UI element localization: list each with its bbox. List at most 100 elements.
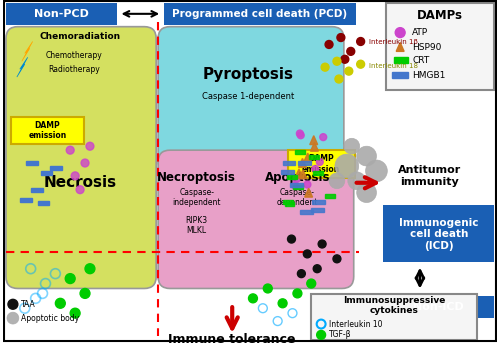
Polygon shape (17, 57, 28, 77)
Bar (20, 197, 32, 202)
Circle shape (344, 138, 360, 154)
Circle shape (56, 298, 66, 308)
Text: Immunosuppressive
cytokines: Immunosuppressive cytokines (343, 296, 446, 315)
Circle shape (248, 294, 258, 303)
Bar (282, 161, 296, 165)
Polygon shape (396, 42, 404, 51)
Text: Non-ICD: Non-ICD (414, 302, 464, 312)
Polygon shape (298, 159, 306, 167)
Circle shape (345, 67, 352, 75)
Bar (386, 3, 494, 90)
Bar (294, 185, 304, 189)
Text: Caspase-
dependent: Caspase- dependent (276, 188, 318, 207)
Polygon shape (299, 170, 307, 179)
Text: DAMPs: DAMPs (416, 9, 463, 22)
FancyBboxPatch shape (158, 27, 344, 173)
Circle shape (329, 173, 345, 189)
FancyBboxPatch shape (158, 150, 354, 288)
Circle shape (337, 34, 345, 42)
Bar (384, 205, 494, 262)
Circle shape (304, 181, 311, 188)
Circle shape (320, 134, 326, 141)
Circle shape (264, 284, 272, 293)
Circle shape (316, 330, 326, 339)
Bar (309, 155, 319, 159)
Circle shape (356, 60, 364, 68)
Circle shape (335, 75, 343, 83)
Text: Apoptotic body: Apoptotic body (21, 314, 79, 323)
Circle shape (313, 265, 321, 273)
Bar (312, 171, 322, 175)
Bar (11, 117, 84, 144)
Bar (284, 202, 294, 206)
Circle shape (321, 63, 329, 71)
Text: DAMP
emission: DAMP emission (302, 154, 341, 174)
Circle shape (298, 132, 304, 139)
Bar (281, 170, 294, 174)
Text: Necrosis: Necrosis (44, 175, 117, 190)
Circle shape (333, 255, 341, 263)
Bar (312, 294, 477, 340)
Text: Caspase-
independent: Caspase- independent (172, 188, 221, 207)
Circle shape (316, 159, 323, 166)
Bar (394, 57, 408, 63)
Circle shape (80, 288, 90, 298)
Circle shape (293, 176, 300, 183)
Circle shape (288, 235, 296, 243)
Circle shape (356, 183, 376, 203)
Bar (392, 72, 408, 78)
Text: ATP: ATP (412, 28, 428, 37)
Bar (164, 3, 356, 25)
Circle shape (278, 299, 287, 308)
Text: Antitumor
immunity: Antitumor immunity (398, 165, 462, 187)
Text: TAA: TAA (21, 300, 35, 309)
Circle shape (318, 240, 326, 248)
Circle shape (307, 279, 316, 288)
Bar (40, 171, 52, 175)
Circle shape (395, 28, 405, 37)
Text: TGF-β: TGF-β (329, 330, 351, 339)
Polygon shape (304, 188, 312, 197)
Circle shape (366, 160, 388, 182)
Text: Caspase 1-dependent: Caspase 1-dependent (202, 92, 294, 101)
Bar (296, 150, 306, 154)
Bar (38, 201, 50, 204)
Bar (287, 175, 297, 178)
Text: CRT: CRT (412, 56, 430, 65)
Text: Non-PCD: Non-PCD (34, 9, 88, 19)
Circle shape (86, 142, 94, 150)
Bar (290, 183, 303, 187)
Polygon shape (310, 136, 318, 145)
Text: Interleukin 18: Interleukin 18 (368, 63, 418, 69)
Text: RIPK3
MLKL: RIPK3 MLKL (186, 215, 208, 235)
Text: Necroptosis: Necroptosis (157, 171, 236, 184)
Polygon shape (295, 169, 303, 178)
Circle shape (298, 270, 306, 278)
Circle shape (341, 55, 349, 63)
Circle shape (335, 154, 358, 178)
Text: Immune tolerance: Immune tolerance (168, 333, 296, 346)
Polygon shape (304, 153, 312, 162)
Circle shape (312, 166, 318, 172)
FancyBboxPatch shape (6, 27, 156, 288)
Circle shape (347, 48, 354, 55)
Bar (298, 161, 311, 164)
Circle shape (76, 186, 84, 194)
Circle shape (333, 57, 341, 65)
Circle shape (85, 264, 95, 274)
Text: Interleukin 10: Interleukin 10 (329, 320, 382, 329)
Bar (6, 3, 116, 25)
Circle shape (71, 172, 79, 180)
Circle shape (8, 299, 18, 309)
Circle shape (292, 182, 298, 189)
Text: Programmed cell death (PCD): Programmed cell death (PCD) (172, 9, 348, 19)
Circle shape (7, 312, 19, 324)
Text: Apoptosis: Apoptosis (264, 171, 330, 184)
Text: Pyroptosis: Pyroptosis (202, 67, 294, 82)
Circle shape (70, 308, 80, 318)
Bar (30, 188, 42, 192)
Circle shape (348, 172, 366, 190)
Bar (300, 210, 312, 214)
Circle shape (356, 146, 376, 166)
Bar (26, 161, 38, 165)
